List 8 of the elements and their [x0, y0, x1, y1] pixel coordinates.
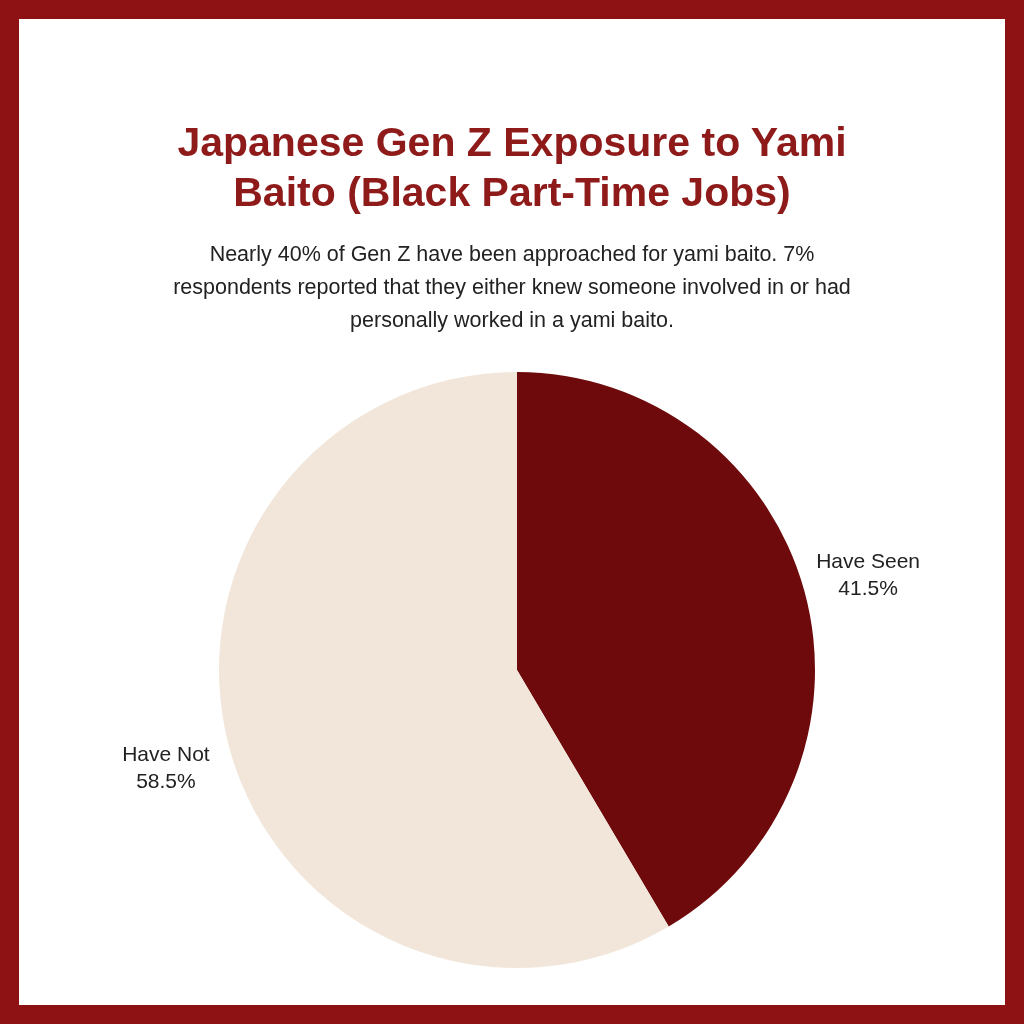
chart-subtitle: Nearly 40% of Gen Z have been approached for yami baito. 7% respondents reported that they either knew someone involved in or had personally worked in a yami baito. — [172, 241, 852, 334]
pie-slice — [517, 372, 815, 927]
data-label: 41.5% — [838, 575, 898, 599]
slice-label: Have Not — [122, 741, 210, 765]
pie-slice — [219, 372, 669, 968]
slice-label: Have Seen — [816, 548, 921, 572]
data-label: 58.5% — [136, 768, 196, 792]
chart-title: Japanese Gen Z Exposure to Yami Baito (Black Part-Time Jobs) — [176, 118, 848, 217]
